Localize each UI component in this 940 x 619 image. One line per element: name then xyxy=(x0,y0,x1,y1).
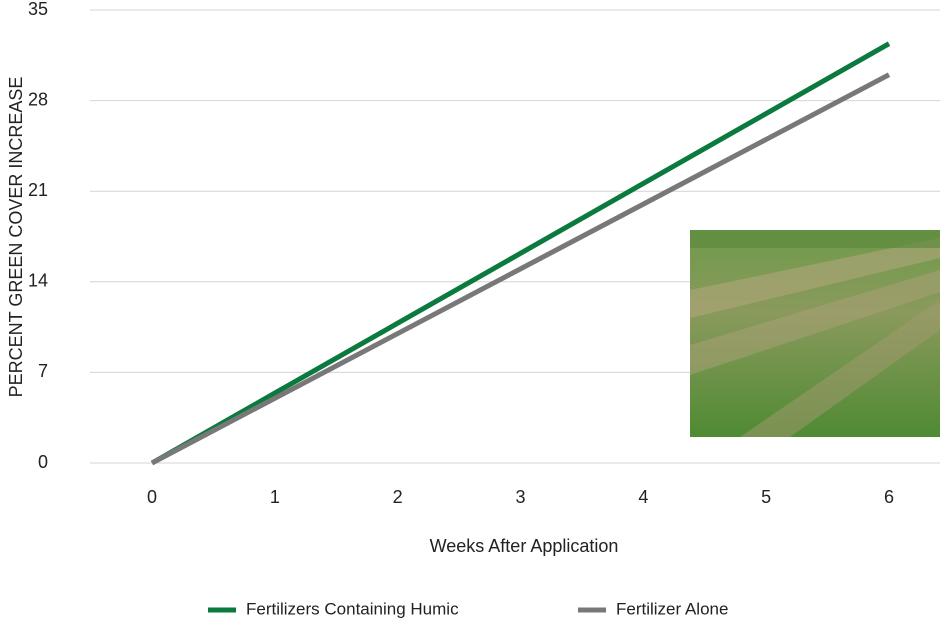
x-tick-label: 2 xyxy=(393,487,403,507)
y-tick-label: 7 xyxy=(38,361,48,381)
y-tick-label: 0 xyxy=(38,452,48,472)
y-tick-label: 28 xyxy=(28,89,48,109)
x-tick-label: 0 xyxy=(147,487,157,507)
y-tick-label: 14 xyxy=(28,271,48,291)
turf-photo xyxy=(690,230,940,437)
x-axis-label: Weeks After Application xyxy=(430,536,619,556)
x-tick-label: 4 xyxy=(638,487,648,507)
x-tick-label: 1 xyxy=(270,487,280,507)
y-tick-label: 35 xyxy=(28,0,48,19)
x-tick-label: 3 xyxy=(515,487,525,507)
x-tick-label: 6 xyxy=(884,487,894,507)
legend-label: Fertilizer Alone xyxy=(616,599,728,618)
y-axis-label: PERCENT GREEN COVER INCREASE xyxy=(6,77,26,398)
legend-label: Fertilizers Containing Humic xyxy=(246,599,459,618)
y-tick-label: 21 xyxy=(28,180,48,200)
chart: PERCENT GREEN COVER INCREASE Weeks After… xyxy=(0,0,940,619)
x-tick-label: 5 xyxy=(761,487,771,507)
